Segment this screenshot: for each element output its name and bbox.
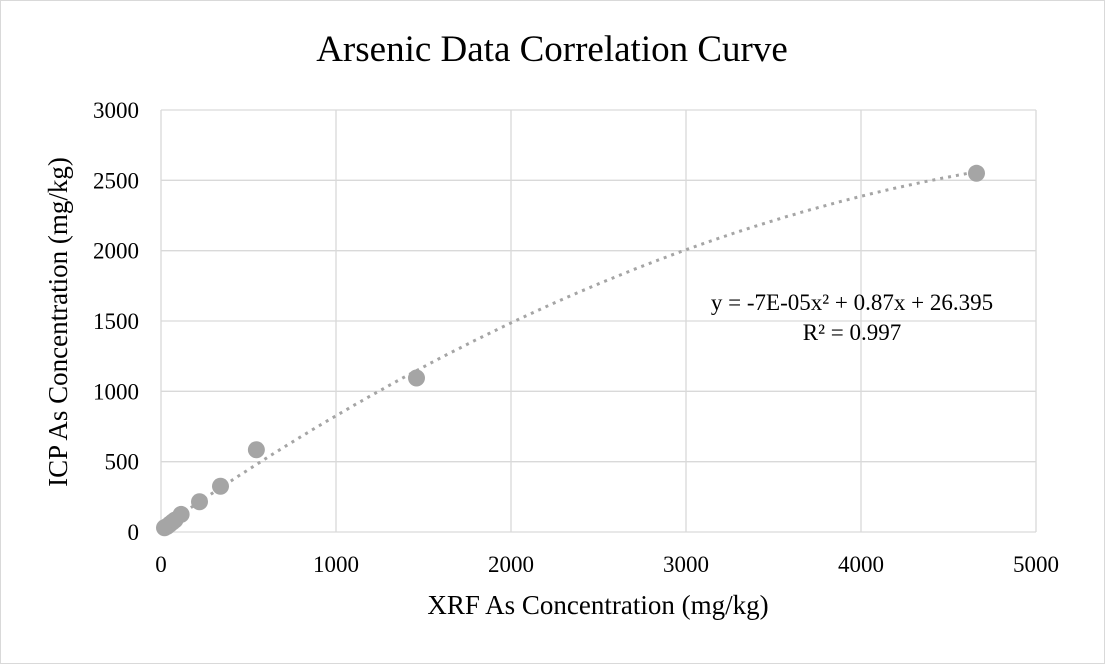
y-tick-label: 1000 (93, 379, 139, 404)
data-point (968, 164, 985, 182)
data-point (212, 477, 229, 495)
y-tick-label: 2000 (93, 239, 139, 264)
x-tick-label: 2000 (488, 552, 534, 577)
x-axis-label: XRF As Concentration (mg/kg) (427, 590, 768, 620)
x-tick-label: 5000 (1013, 552, 1059, 577)
y-axis-label: ICP As Concentration (mg/kg) (43, 157, 73, 487)
plot-grid (160, 109, 1037, 533)
x-axis-ticks: 0 1000 2000 3000 4000 5000 (155, 552, 1059, 577)
trendline (163, 170, 977, 528)
data-point (191, 493, 208, 511)
y-tick-label: 2500 (93, 168, 139, 193)
r-squared-label: R² = 0.997 (803, 320, 901, 345)
y-tick-label: 0 (128, 520, 140, 545)
y-tick-label: 1500 (93, 309, 139, 334)
data-point (247, 441, 265, 459)
data-points (156, 164, 985, 537)
y-tick-label: 500 (105, 450, 140, 475)
trendline-equation: y = -7E-05x² + 0.87x + 26.395 (711, 290, 993, 315)
x-tick-label: 4000 (838, 552, 884, 577)
data-point (172, 505, 190, 523)
x-tick-label: 3000 (663, 552, 709, 577)
x-tick-label: 1000 (313, 552, 359, 577)
data-point (408, 369, 425, 387)
chart-title: Arsenic Data Correlation Curve (316, 29, 788, 70)
y-axis-ticks: 0 500 1000 1500 2000 2500 3000 (93, 98, 139, 545)
y-tick-label: 3000 (93, 98, 139, 123)
x-tick-label: 0 (155, 552, 167, 577)
